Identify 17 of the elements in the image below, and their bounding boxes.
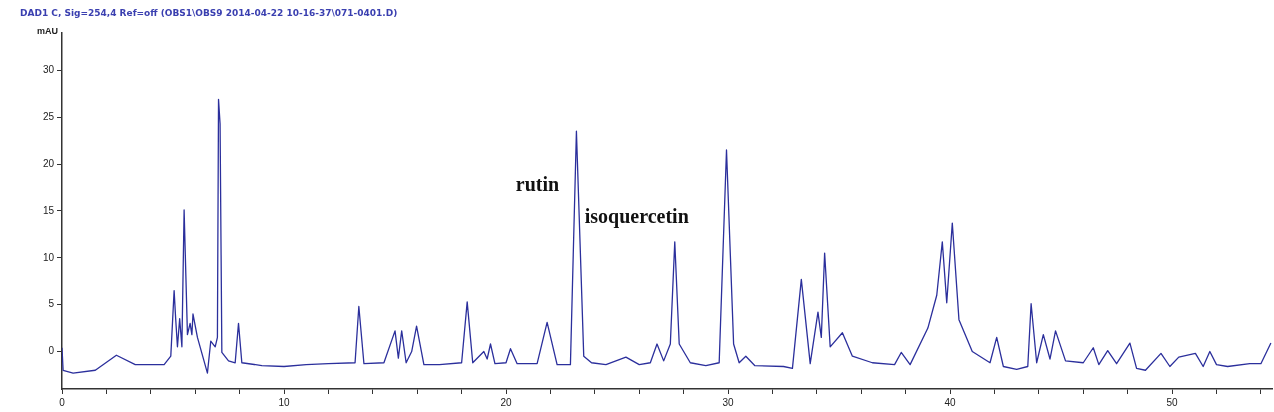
x-tick-label: 20 — [500, 396, 513, 408]
x-tick-label: 30 — [722, 396, 735, 408]
y-tick-label: 15 — [42, 204, 55, 216]
x-tick-label: 50 — [1166, 396, 1179, 408]
y-tick-label: 10 — [42, 251, 55, 263]
x-tick-label: 0 — [59, 396, 66, 408]
y-tick-label: 30 — [42, 64, 55, 76]
y-tick-label: 5 — [48, 298, 55, 310]
annotation: rutin — [515, 173, 560, 196]
x-tick-label: 40 — [944, 396, 957, 408]
y-tick-label: 25 — [42, 110, 55, 122]
y-tick-label: 0 — [48, 345, 55, 357]
y-axis-title: mAU — [36, 26, 58, 37]
chart-title: DAD1 C, Sig=254,4 Ref=off (OBS1\OBS9 2014-04-22 10-16-37\071-0401.D) — [20, 7, 398, 18]
x-tick-label: 10 — [278, 396, 291, 408]
y-tick-label: 20 — [42, 157, 55, 169]
annotation: isoquercetin — [584, 205, 689, 229]
